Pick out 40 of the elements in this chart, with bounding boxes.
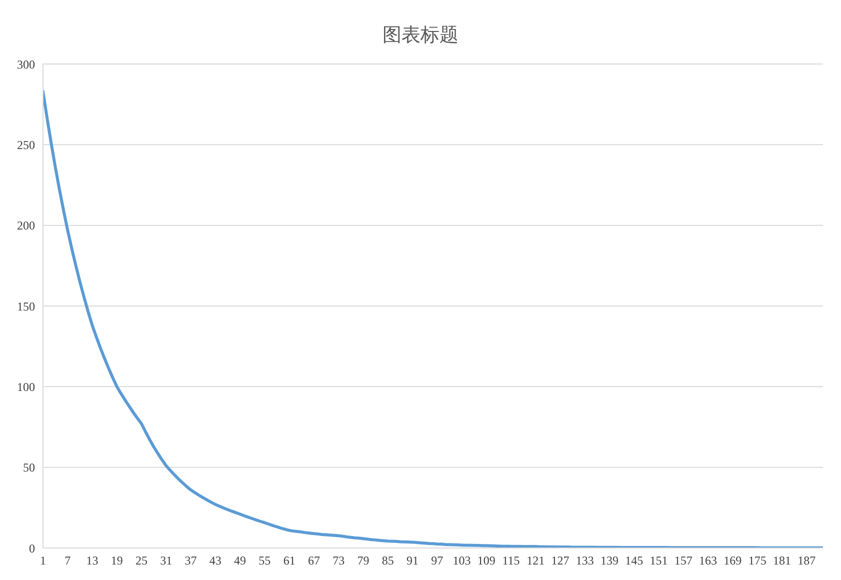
x-tick-label: 151 (650, 554, 668, 568)
x-tick-label: 115 (502, 554, 520, 568)
x-tick-label: 91 (406, 554, 418, 568)
x-tick-label: 97 (431, 554, 444, 568)
x-tick-label: 1 (40, 554, 46, 568)
x-tick-label: 133 (576, 554, 594, 568)
y-tick-label: 100 (17, 380, 35, 394)
x-tick-label: 163 (699, 554, 718, 568)
x-tick-label: 79 (357, 554, 370, 568)
x-tick-label: 187 (798, 554, 816, 568)
x-tick-label: 103 (452, 554, 471, 568)
x-tick-label: 175 (748, 554, 766, 568)
x-tick-label: 7 (64, 554, 71, 568)
x-tick-label: 37 (184, 554, 197, 568)
x-tick-label: 85 (382, 554, 394, 568)
x-tick-label: 55 (258, 554, 271, 568)
y-tick-label: 250 (17, 138, 35, 152)
y-tick-label: 200 (17, 218, 35, 233)
y-tick-label: 150 (17, 299, 35, 314)
chart-title: 图表标题 (382, 24, 460, 46)
x-tick-label: 19 (110, 554, 123, 568)
x-tick-label: 31 (160, 554, 172, 568)
x-tick-label: 25 (136, 554, 148, 568)
x-tick-label: 49 (234, 554, 246, 568)
x-tick-label: 67 (308, 554, 320, 568)
y-tick-label: 50 (23, 460, 35, 475)
x-tick-label: 145 (625, 554, 644, 568)
x-tick-label: 127 (551, 554, 570, 568)
x-tick-label: 73 (332, 554, 345, 568)
x-tick-label: 181 (772, 554, 791, 568)
x-tick-label: 157 (674, 554, 692, 568)
x-tick-label: 61 (283, 554, 296, 568)
x-tick-label: 109 (477, 554, 496, 568)
x-tick-label: 43 (209, 554, 222, 568)
x-tick-label: 139 (600, 554, 619, 568)
y-tick-label: 300 (17, 57, 35, 72)
x-tick-label: 13 (86, 554, 98, 568)
x-tick-label: 169 (724, 554, 742, 568)
y-tick-label: 0 (29, 541, 35, 556)
x-tick-label: 121 (526, 554, 545, 568)
